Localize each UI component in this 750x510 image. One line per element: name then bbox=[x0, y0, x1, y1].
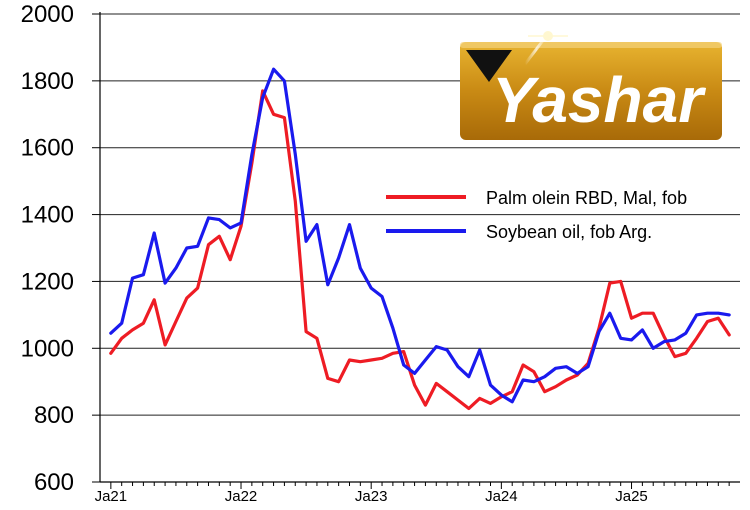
x-tick-label: Ja23 bbox=[355, 488, 388, 505]
y-tick-label: 1000 bbox=[21, 335, 74, 362]
x-axis-ticks: Ja21 Ja22 Ja23 Ja24 Ja25 bbox=[95, 482, 730, 505]
logo-wordmark: Yashar bbox=[492, 64, 706, 136]
y-tick-label: 800 bbox=[34, 402, 74, 429]
series-line-0 bbox=[109, 89, 731, 411]
series-line-1 bbox=[109, 67, 731, 404]
yashar-logo: Yashar bbox=[460, 31, 722, 140]
grid-lines bbox=[100, 13, 740, 416]
legend-label-palm-olein: Palm olein RBD, Mal, fob bbox=[486, 188, 687, 208]
legend-label-soybean-oil: Soybean oil, fob Arg. bbox=[486, 222, 652, 242]
y-axis-ticks: 600 800 1000 1200 1400 1600 1800 2000 bbox=[21, 1, 100, 496]
x-tick-label: Ja22 bbox=[225, 488, 258, 505]
y-tick-label: 2000 bbox=[21, 1, 74, 28]
x-tick-label: Ja25 bbox=[615, 488, 648, 505]
y-tick-label: 1800 bbox=[21, 68, 74, 95]
axes bbox=[99, 12, 740, 483]
legend: Palm olein RBD, Mal, fob Soybean oil, fo… bbox=[386, 188, 687, 242]
x-tick-label: Ja21 bbox=[95, 488, 128, 505]
series-lines bbox=[109, 67, 731, 411]
y-tick-label: 1600 bbox=[21, 135, 74, 162]
y-tick-label: 600 bbox=[34, 469, 74, 496]
x-tick-label: Ja24 bbox=[485, 488, 518, 505]
y-tick-label: 1200 bbox=[21, 268, 74, 295]
y-tick-label: 1400 bbox=[21, 202, 74, 229]
